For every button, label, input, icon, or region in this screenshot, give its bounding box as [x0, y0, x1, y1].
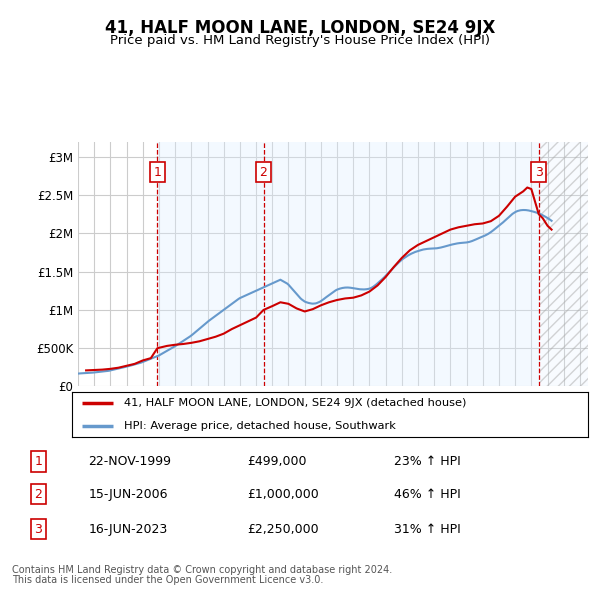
- Text: 3: 3: [535, 166, 543, 179]
- Text: This data is licensed under the Open Government Licence v3.0.: This data is licensed under the Open Gov…: [12, 575, 323, 585]
- Text: £499,000: £499,000: [247, 455, 307, 468]
- Text: £2,250,000: £2,250,000: [247, 523, 319, 536]
- Bar: [539, 142, 588, 386]
- Text: 23% ↑ HPI: 23% ↑ HPI: [394, 455, 461, 468]
- Text: Price paid vs. HM Land Registry's House Price Index (HPI): Price paid vs. HM Land Registry's House …: [110, 34, 490, 47]
- Text: 22-NOV-1999: 22-NOV-1999: [88, 455, 172, 468]
- Text: 41, HALF MOON LANE, LONDON, SE24 9JX: 41, HALF MOON LANE, LONDON, SE24 9JX: [105, 19, 495, 37]
- Bar: [157, 142, 263, 386]
- Text: 1: 1: [154, 166, 161, 179]
- Text: 16-JUN-2023: 16-JUN-2023: [88, 523, 167, 536]
- Text: 46% ↑ HPI: 46% ↑ HPI: [394, 487, 461, 501]
- Text: HPI: Average price, detached house, Southwark: HPI: Average price, detached house, Sout…: [124, 421, 395, 431]
- Text: 2: 2: [34, 487, 42, 501]
- Bar: [263, 142, 539, 386]
- Text: £1,000,000: £1,000,000: [247, 487, 319, 501]
- Text: 2: 2: [260, 166, 268, 179]
- Text: 3: 3: [34, 523, 42, 536]
- Text: 41, HALF MOON LANE, LONDON, SE24 9JX (detached house): 41, HALF MOON LANE, LONDON, SE24 9JX (de…: [124, 398, 466, 408]
- Text: 1: 1: [34, 455, 42, 468]
- Bar: [539, 142, 588, 386]
- Text: Contains HM Land Registry data © Crown copyright and database right 2024.: Contains HM Land Registry data © Crown c…: [12, 565, 392, 575]
- Text: 15-JUN-2006: 15-JUN-2006: [88, 487, 168, 501]
- Text: 31% ↑ HPI: 31% ↑ HPI: [394, 523, 461, 536]
